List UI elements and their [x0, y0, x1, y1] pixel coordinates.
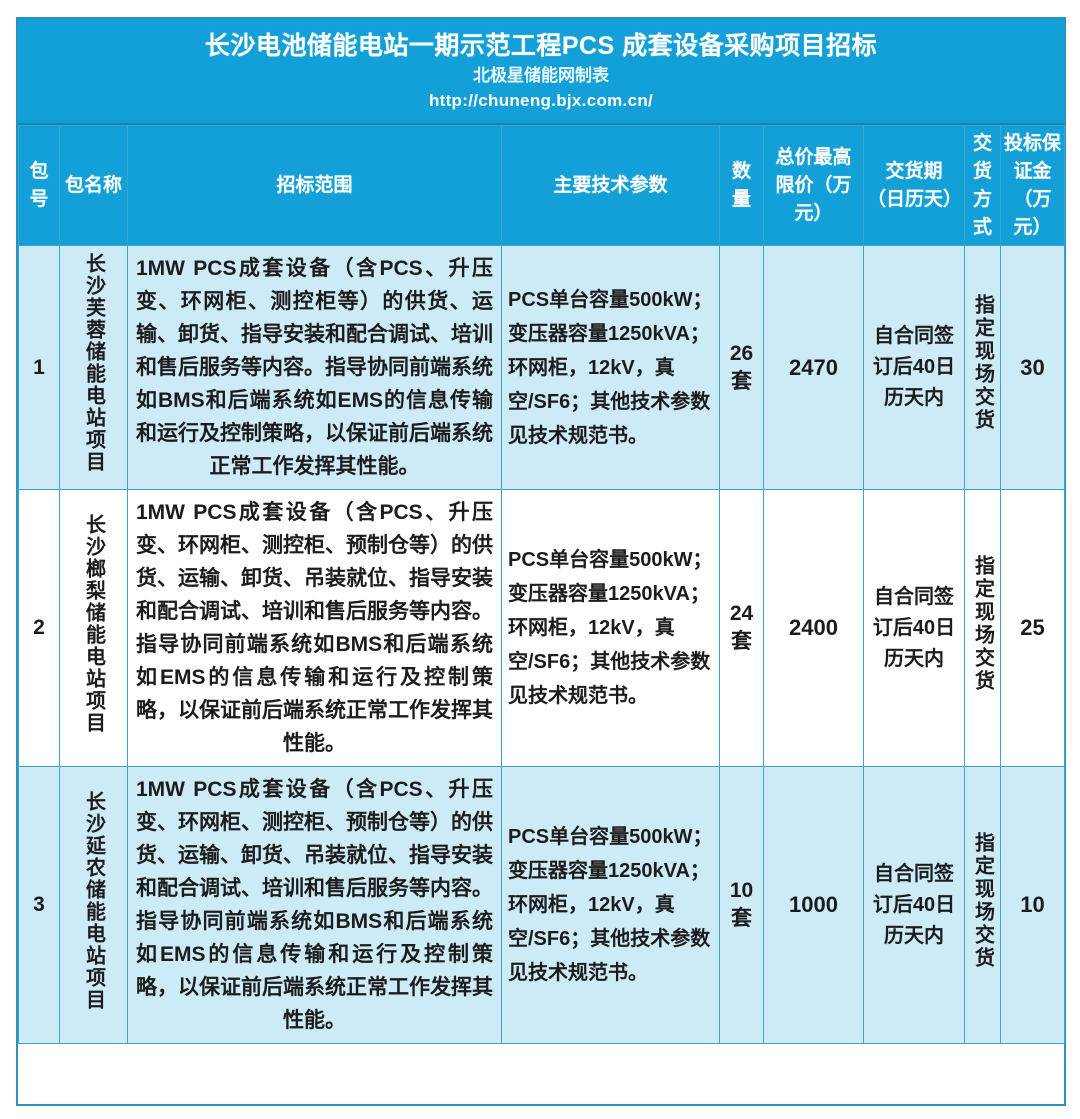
- cell-delivery-method: 指定现场交货: [964, 245, 1001, 490]
- cell-tech-params: PCS单台容量500kW；变压器容量1250kVA；环网柜，12kV，真空/SF…: [501, 766, 720, 1044]
- cell-delivery-period: 自合同签订后40日历天内: [863, 766, 965, 1044]
- delivery-method-text: 指定现场交货: [971, 831, 994, 970]
- title-banner: 长沙电池储能电站一期示范工程PCS 成套设备采购项目招标 北极星储能网制表 ht…: [18, 19, 1064, 125]
- cell-package-name: 长沙榔梨储能电站项目: [59, 489, 128, 767]
- column-header-bid-deposit: 投标保证金（万元）: [1000, 125, 1065, 246]
- cell-quantity: 10套: [719, 766, 764, 1044]
- table-row: 2 长沙榔梨储能电站项目 1MW PCS成套设备（含PCS、升压变、环网柜、测控…: [18, 489, 1065, 767]
- source-url: http://chuneng.bjx.com.cn/: [428, 91, 654, 110]
- cell-delivery-method: 指定现场交货: [964, 766, 1001, 1044]
- bid-package-table: 包号 包名称 招标范围 主要技术参数 数量 总价最高限价（万元） 交货期（日历天…: [18, 125, 1065, 1044]
- delivery-method-text: 指定现场交货: [971, 554, 994, 693]
- cell-max-price: 2400: [763, 489, 864, 767]
- cell-bid-deposit: 25: [1000, 489, 1065, 767]
- cell-delivery-method: 指定现场交货: [964, 489, 1001, 767]
- column-header-package-no: 包号: [18, 125, 60, 246]
- column-header-label: 招标范围: [276, 174, 353, 196]
- column-header-delivery-period: 交货期（日历天）: [863, 125, 965, 246]
- package-name-text: 长沙榔梨储能电站项目: [82, 513, 105, 734]
- column-header-max-price: 总价最高限价（万元）: [763, 125, 864, 246]
- title-subtitle: 北极星储能网制表: [473, 66, 609, 85]
- bid-table-container: 长沙电池储能电站一期示范工程PCS 成套设备采购项目招标 北极星储能网制表 ht…: [16, 17, 1066, 1106]
- cell-package-name: 长沙延农储能电站项目: [59, 766, 128, 1044]
- column-header-package-name: 包名称: [59, 125, 128, 246]
- column-header-label: 包号: [29, 160, 49, 210]
- cell-quantity: 26套: [719, 245, 764, 490]
- column-header-delivery-method: 交货方式: [964, 125, 1001, 246]
- cell-bid-scope: 1MW PCS成套设备（含PCS、升压变、环网柜、测控柜、预制仓等）的供货、运输…: [127, 766, 502, 1044]
- package-name-text: 长沙芙蓉储能电站项目: [82, 253, 105, 473]
- cell-tech-params: PCS单台容量500kW；变压器容量1250kVA；环网柜，12kV，真空/SF…: [501, 245, 720, 490]
- column-header-label: 交货期（日历天）: [867, 160, 961, 210]
- cell-bid-scope: 1MW PCS成套设备（含PCS、升压变、环网柜、测控柜、预制仓等）的供货、运输…: [127, 489, 502, 767]
- cell-package-name: 长沙芙蓉储能电站项目: [59, 245, 128, 490]
- cell-delivery-period: 自合同签订后40日历天内: [863, 489, 965, 767]
- table-row: 3 长沙延农储能电站项目 1MW PCS成套设备（含PCS、升压变、环网柜、测控…: [18, 766, 1065, 1044]
- cell-tech-params: PCS单台容量500kW；变压器容量1250kVA；环网柜，12kV，真空/SF…: [501, 489, 720, 767]
- page-title: 长沙电池储能电站一期示范工程PCS 成套设备采购项目招标: [204, 32, 878, 60]
- cell-max-price: 2470: [763, 245, 864, 490]
- cell-max-price: 1000: [763, 766, 864, 1044]
- cell-bid-deposit: 30: [1000, 245, 1065, 490]
- column-header-bid-scope: 招标范围: [127, 125, 502, 246]
- cell-delivery-period: 自合同签订后40日历天内: [863, 245, 965, 490]
- cell-bid-deposit: 10: [1000, 766, 1065, 1044]
- table-header-row: 包号 包名称 招标范围 主要技术参数 数量 总价最高限价（万元） 交货期（日历天…: [18, 125, 1065, 246]
- column-header-label: 主要技术参数: [553, 174, 668, 196]
- cell-bid-scope: 1MW PCS成套设备（含PCS、升压变、环网柜、测控柜等）的供货、运输、卸货、…: [127, 245, 502, 490]
- column-header-tech-params: 主要技术参数: [501, 125, 720, 246]
- cell-package-no: 2: [18, 489, 60, 767]
- table-header: 包号 包名称 招标范围 主要技术参数 数量 总价最高限价（万元） 交货期（日历天…: [18, 125, 1065, 246]
- table-row: 1 长沙芙蓉储能电站项目 1MW PCS成套设备（含PCS、升压变、环网柜、测控…: [18, 245, 1065, 490]
- cell-package-no: 3: [18, 766, 60, 1044]
- column-header-label: 总价最高限价（万元）: [775, 146, 852, 224]
- column-header-label: 数量: [731, 160, 751, 210]
- column-header-quantity: 数量: [719, 125, 764, 246]
- cell-quantity: 24套: [719, 489, 764, 767]
- table-body: 1 长沙芙蓉储能电站项目 1MW PCS成套设备（含PCS、升压变、环网柜、测控…: [18, 245, 1065, 1044]
- column-header-label: 投标保证金（万元）: [1004, 132, 1061, 238]
- column-header-label: 包名称: [64, 174, 122, 196]
- delivery-method-text: 指定现场交货: [971, 294, 994, 432]
- column-header-label: 交货方式: [972, 132, 992, 238]
- package-name-text: 长沙延农储能电站项目: [82, 790, 105, 1011]
- cell-package-no: 1: [18, 245, 60, 490]
